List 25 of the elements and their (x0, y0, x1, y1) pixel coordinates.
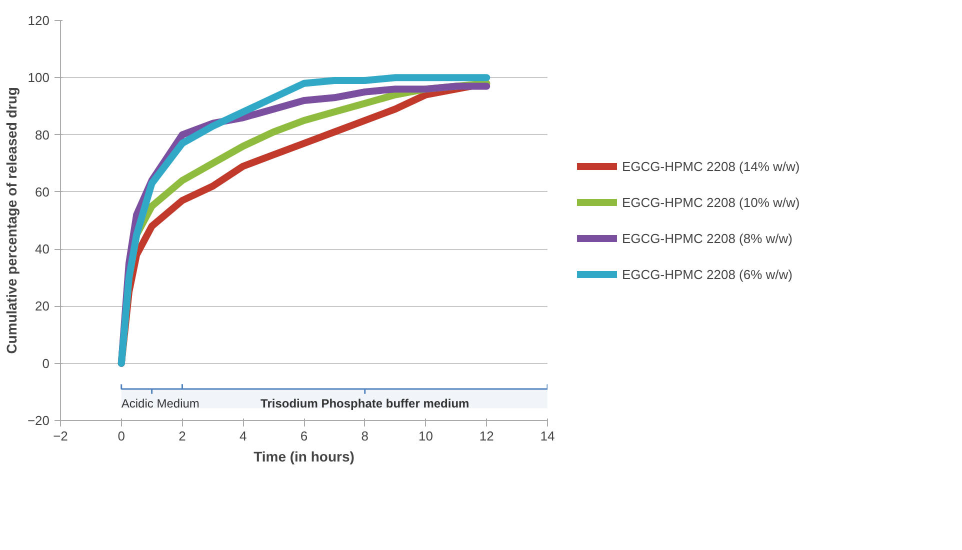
y-tick-label: 100 (28, 70, 50, 86)
x-tick-label: 14 (540, 428, 555, 444)
legend-label: EGCG-HPMC 2208 (6% w/w) (622, 266, 792, 282)
band-label: Trisodium Phosphate buffer medium (260, 396, 470, 410)
y-tick-label: 0 (42, 356, 50, 371)
x-tick-label: 2 (178, 428, 186, 444)
y-tick-label: 120 (28, 13, 50, 28)
x-tick-label: 6 (300, 428, 308, 444)
x-axis-title: Time (in hours) (254, 448, 354, 464)
x-tick-label: 12 (479, 428, 494, 444)
x-tick-label: 4 (240, 428, 247, 444)
x-tick-label: 8 (361, 428, 368, 444)
y-tick-label: 60 (35, 184, 50, 200)
y-tick-label: −20 (27, 413, 50, 428)
legend-label: EGCG-HPMC 2208 (14% w/w) (622, 158, 800, 174)
y-tick-label: 80 (35, 127, 50, 142)
y-axis-title: Cumulative percentage of released drug (3, 87, 20, 354)
legend-label: EGCG-HPMC 2208 (10% w/w) (622, 194, 800, 210)
band-label: Acidic Medium (121, 396, 200, 410)
legend-label: EGCG-HPMC 2208 (8% w/w) (622, 230, 792, 246)
x-tick-label: 10 (418, 428, 433, 444)
y-tick-label: 40 (35, 242, 50, 257)
x-tick-label: −2 (53, 428, 68, 444)
x-tick-label: 0 (118, 428, 125, 444)
y-tick-label: 20 (35, 298, 50, 314)
